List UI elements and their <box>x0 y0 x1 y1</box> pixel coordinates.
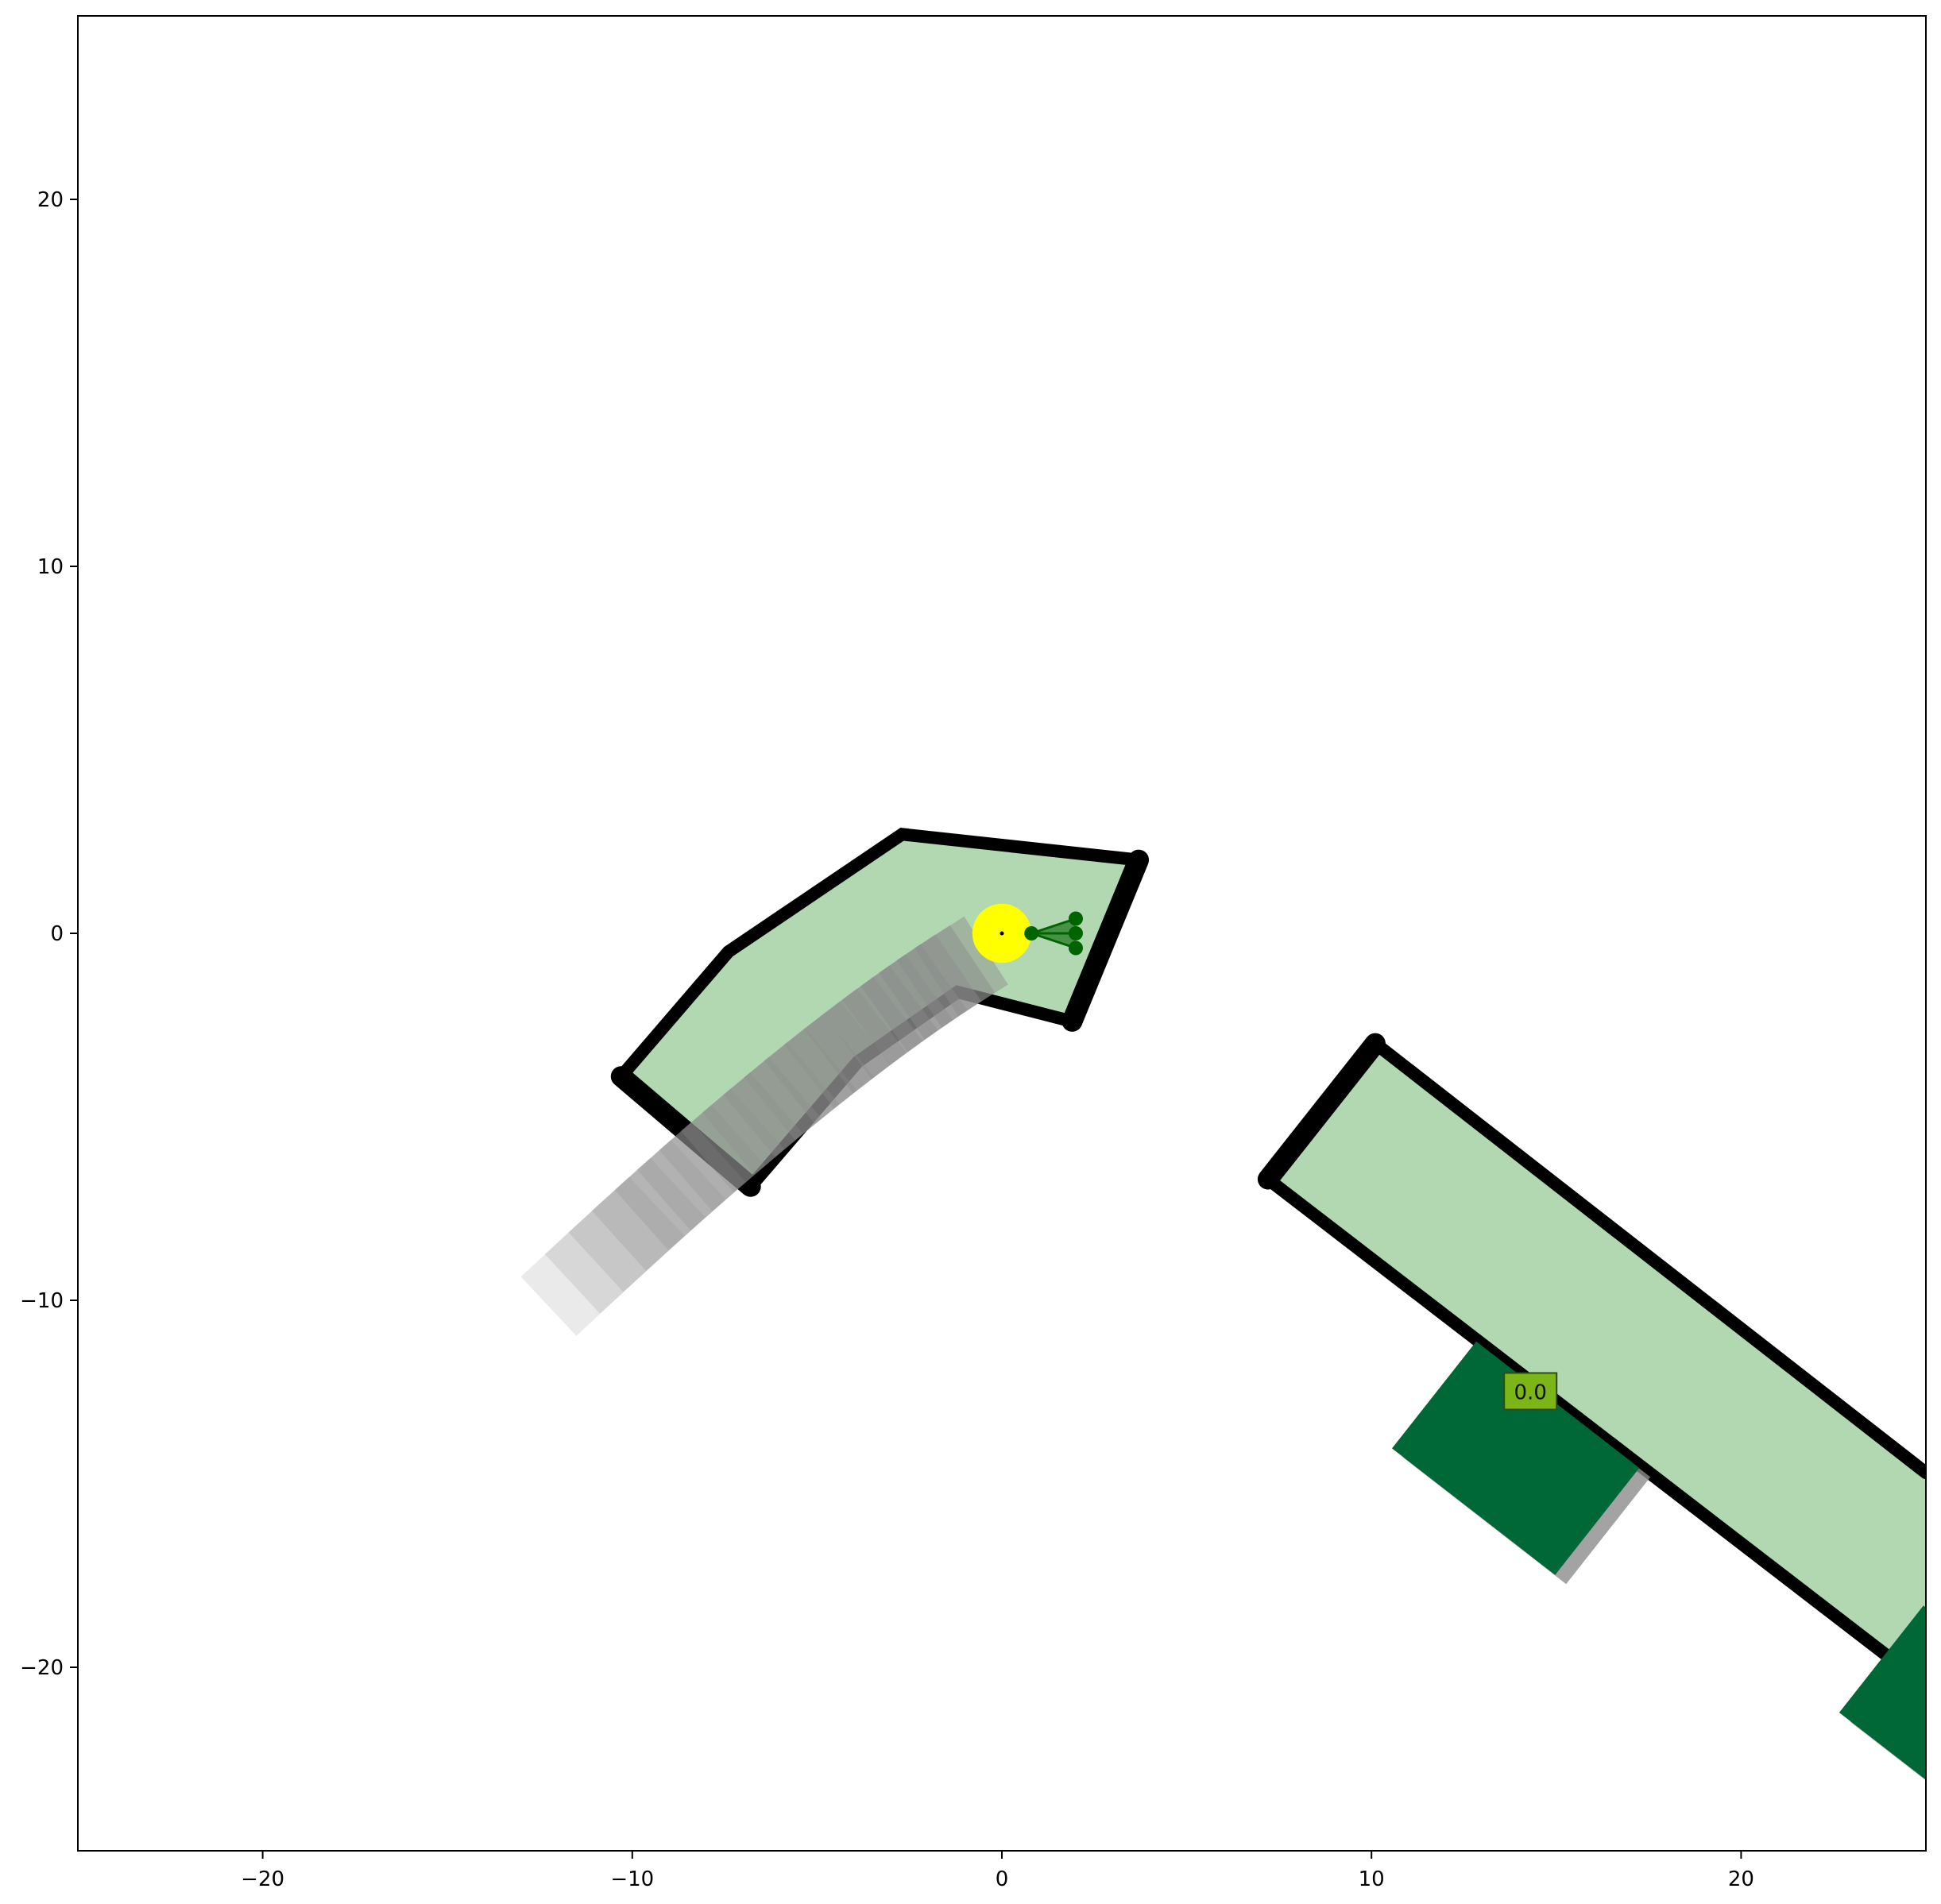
sensor-endpoint <box>1069 940 1083 956</box>
x-tick-label: 20 <box>1728 1867 1754 1891</box>
trail-footprint <box>879 934 982 1040</box>
ego-trajectory-trail <box>520 916 1008 1336</box>
far-road-entry-edge <box>1257 1033 1386 1190</box>
vehicle-body <box>1392 1341 1640 1575</box>
sensor-origin-point <box>1024 926 1039 940</box>
trail-footprint <box>520 1176 685 1336</box>
y-tick-label: −10 <box>20 1289 64 1313</box>
ego-center-point <box>999 931 1004 936</box>
trail-footprint <box>591 1122 746 1271</box>
trail-footprint <box>723 1028 857 1157</box>
sensor-endpoint <box>1069 911 1083 926</box>
trail-footprint <box>764 1001 891 1124</box>
sensor-ray <box>1030 917 1077 935</box>
far-road-boundary-top <box>1368 1037 1926 1480</box>
vehicles-layer: 0.0 <box>1392 1341 1926 1781</box>
sensor-endpoint <box>1069 926 1083 940</box>
trail-footprint <box>568 1139 726 1292</box>
far-road-surface <box>1267 1043 1926 1686</box>
y-tick-label: −20 <box>20 1656 64 1680</box>
x-tick-label: −10 <box>610 1867 654 1891</box>
y-tick-label: 10 <box>37 555 64 579</box>
trail-footprint <box>823 965 938 1079</box>
y-tick-label: 20 <box>37 188 64 212</box>
trail-footprint <box>841 954 953 1065</box>
trail-footprint <box>784 988 907 1109</box>
vehicle-speed-badge <box>1503 1372 1558 1411</box>
trail-footprint <box>896 925 996 1028</box>
trail-footprint <box>702 1041 840 1175</box>
near-road-entry-edge <box>610 1066 761 1197</box>
y-tick-label: 0 <box>50 922 64 946</box>
x-tick-label: 10 <box>1359 1867 1385 1891</box>
x-tick-label: 0 <box>996 1867 1009 1891</box>
trail-footprint <box>860 944 968 1052</box>
trail-footprint <box>803 976 923 1094</box>
near-road-boundary-inner <box>744 985 1079 1193</box>
trail-footprint <box>659 1072 803 1211</box>
y-axis: 20 10 0 −10 −20 <box>20 188 78 1680</box>
trail-footprint <box>544 1157 706 1314</box>
vehicle-body <box>1839 1605 1926 1780</box>
vehicle-speed-label: 0.0 <box>1514 1381 1547 1405</box>
x-axis: −20 −10 0 10 20 <box>241 1851 1754 1891</box>
trail-footprint <box>914 916 1008 1017</box>
trail-footprint <box>636 1088 785 1230</box>
near-road-boundary-outer <box>614 828 1146 1083</box>
trail-footprint <box>681 1056 822 1193</box>
far-road-boundary-bottom <box>1261 1172 1926 1693</box>
ego-agent <box>972 903 1083 964</box>
plot-content: 0.0 <box>520 828 1926 1781</box>
sensor-ray <box>1030 932 1077 949</box>
trail-footprint <box>614 1104 765 1250</box>
far-road-segment <box>1257 1033 1926 1693</box>
trail-footprint <box>744 1014 874 1141</box>
near-road-exit-edge <box>1061 849 1150 1032</box>
x-tick-label: −20 <box>241 1867 284 1891</box>
